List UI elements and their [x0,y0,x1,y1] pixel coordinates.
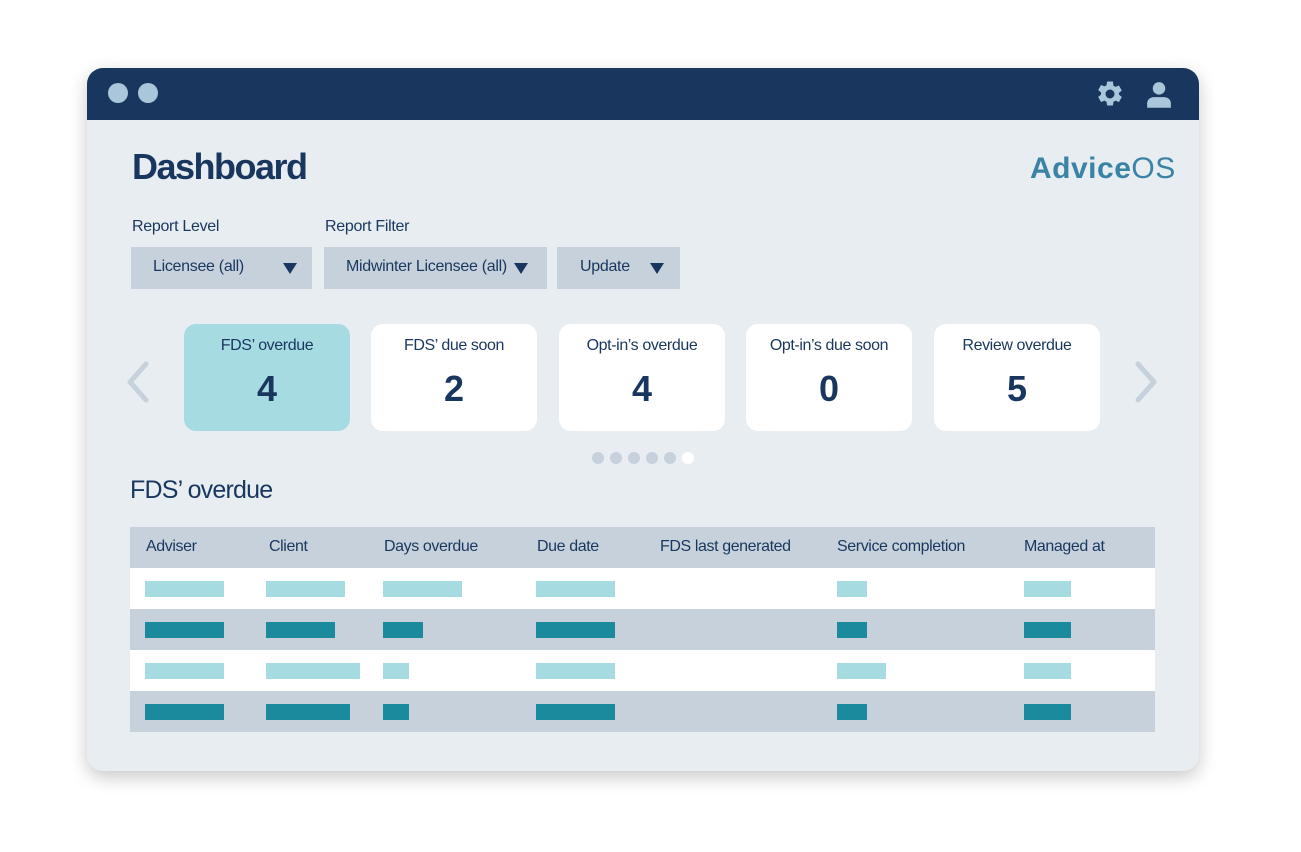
pagination-dot[interactable] [628,452,640,464]
column-header[interactable]: Managed at [1024,538,1105,555]
pagination-dot[interactable] [646,452,658,464]
card-value: 2 [443,368,465,409]
section-title: FDS’ overdue [130,476,273,504]
card-value: 4 [256,368,278,409]
summary-card-optins-due-soon[interactable]: Opt-in’s due soon 0 [746,324,912,431]
app-window: Dashboard AdviceOS Report Level Report F… [87,68,1199,771]
table-header: Adviser Client Days overdue Due date FDS… [130,527,1155,568]
pagination-dot-active[interactable] [682,452,694,464]
card-label: Review overdue [962,337,1072,354]
update-button[interactable]: Update [557,247,680,289]
window-control-dot[interactable] [138,83,158,103]
title-bar [87,68,1199,120]
carousel-next-chevron-right-icon[interactable] [1132,360,1162,404]
placeholder-bar [145,663,224,679]
placeholder-bar [145,622,224,638]
update-button-label: Update [580,258,630,275]
column-header[interactable]: Adviser [146,538,197,555]
placeholder-bar [145,704,224,720]
report-level-dropdown[interactable]: Licensee (all) [131,247,312,289]
placeholder-bar [383,581,462,597]
summary-card-fds-overdue[interactable]: FDS’ overdue 4 [184,324,350,431]
column-header[interactable]: Days overdue [384,538,478,555]
report-filter-dropdown[interactable]: Midwinter Licensee (all) [324,247,547,289]
placeholder-bar [1024,581,1071,597]
placeholder-bar [536,622,615,638]
placeholder-bar [1024,663,1071,679]
placeholder-bar [837,622,867,638]
placeholder-bar [536,663,615,679]
placeholder-bar [145,581,224,597]
summary-card-review-overdue[interactable]: Review overdue 5 [934,324,1100,431]
report-filter-label: Report Filter [325,218,410,235]
placeholder-bar [536,704,615,720]
column-header[interactable]: Service completion [837,538,965,555]
placeholder-bar [266,581,345,597]
fds-overdue-table: Adviser Client Days overdue Due date FDS… [130,527,1155,732]
report-filter-value: Midwinter Licensee (all) [346,258,507,275]
placeholder-bar [266,704,350,720]
placeholder-bar [1024,622,1071,638]
window-control-dot[interactable] [108,83,128,103]
summary-card-fds-due-soon[interactable]: FDS’ due soon 2 [371,324,537,431]
table-row[interactable] [130,650,1155,691]
placeholder-bar [383,704,409,720]
brand-logo: AdviceOS [1030,152,1176,186]
placeholder-bar [837,704,867,720]
card-label: FDS’ overdue [220,337,314,354]
caret-down-icon [514,263,528,274]
card-label: Opt-in’s due soon [769,337,889,354]
column-header[interactable]: Client [269,538,308,555]
table-row[interactable] [130,691,1155,732]
placeholder-bar [266,622,335,638]
report-level-value: Licensee (all) [153,258,244,275]
caret-down-icon [650,263,664,274]
table-row[interactable] [130,568,1155,609]
column-header[interactable]: FDS last generated [660,538,791,555]
pagination-dot[interactable] [610,452,622,464]
card-value: 4 [631,368,653,409]
report-level-label: Report Level [132,218,220,235]
card-label: FDS’ due soon [403,337,505,354]
caret-down-icon [283,263,297,274]
user-icon[interactable] [1144,79,1174,109]
column-header[interactable]: Due date [537,538,599,555]
placeholder-bar [536,581,615,597]
placeholder-bar [1024,704,1071,720]
pagination-dot[interactable] [592,452,604,464]
pagination-dot[interactable] [664,452,676,464]
card-value: 0 [818,368,840,409]
placeholder-bar [383,622,423,638]
card-value: 5 [1006,368,1028,409]
page-title: Dashboard [132,146,308,187]
placeholder-bar [266,663,360,679]
card-label: Opt-in’s overdue [586,337,698,354]
brand-logo-primary: Advice [1030,152,1132,185]
brand-logo-secondary: OS [1131,152,1176,185]
summary-card-optins-overdue[interactable]: Opt-in’s overdue 4 [559,324,725,431]
table-row[interactable] [130,609,1155,650]
placeholder-bar [837,581,867,597]
placeholder-bar [837,663,886,679]
gear-icon[interactable] [1095,79,1125,109]
carousel-prev-chevron-left-icon[interactable] [122,360,152,404]
placeholder-bar [383,663,409,679]
